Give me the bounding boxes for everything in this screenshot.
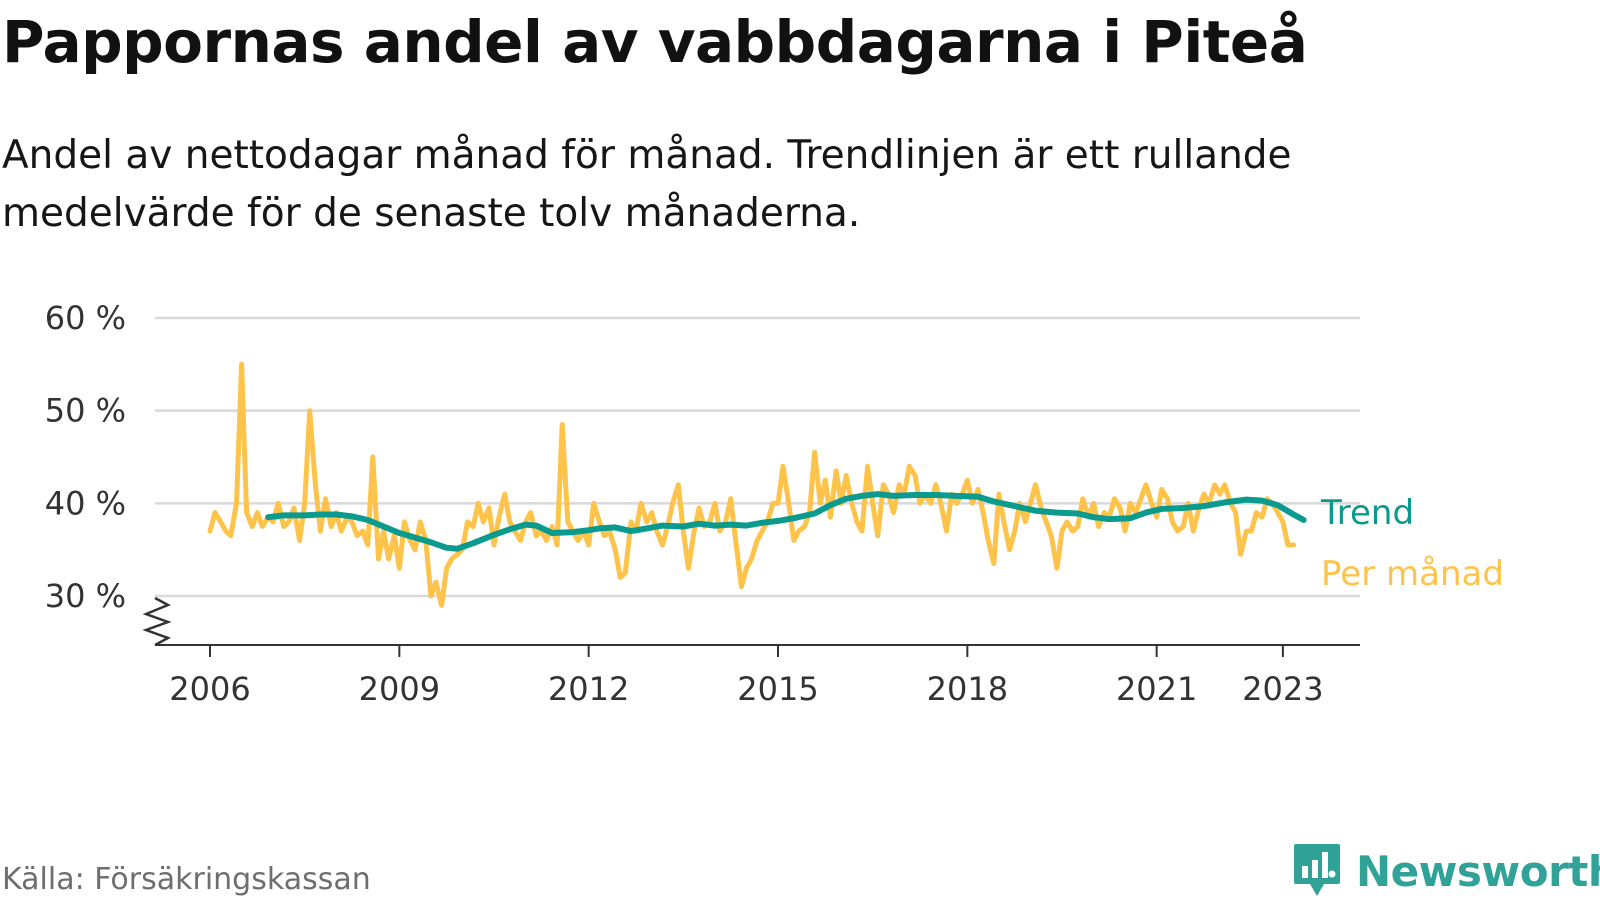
x-tick-label-2009: 2009 [359,670,440,708]
x-tick-label-2023: 2023 [1242,670,1323,708]
x-tick-label-2018: 2018 [927,670,1008,708]
y-axis-break-icon [142,596,172,647]
y-tick-label-40: 40 % [45,484,126,522]
series-line-trend [265,491,1307,552]
y-tick-label-60: 60 % [45,299,126,337]
series-line-per-m-nad [207,361,1297,608]
x-tick-label-2021: 2021 [1116,670,1197,708]
chart-subtitle: Andel av nettodagar månad för månad. Tre… [2,133,1292,236]
gridlines [155,316,1360,598]
source-note: Källa: Försäkringskassan [2,862,371,897]
series-lines [207,361,1307,608]
y-tick-label-30: 30 % [45,577,126,615]
y-axis-labels: 30 % 40 % 50 % 60 % [45,299,126,615]
legend-label-trend: Trend [1320,493,1414,533]
y-tick-label-50: 50 % [45,392,126,430]
x-tick-label-2012: 2012 [548,670,629,708]
x-axis-ticks: 2006 2009 2012 2015 2018 2021 2023 [169,645,1324,708]
x-tick-label-2015: 2015 [737,670,818,708]
x-tick-label-2006: 2006 [169,670,250,708]
chart-title: Pappornas andel av vabbdagarna i Piteå [2,8,1308,76]
brand-name: Newsworthy [1356,846,1600,896]
direct-labels: Per månad Trend [1320,493,1504,594]
newsworthy-logo-icon [1294,844,1340,896]
legend-label-per-m-nad: Per månad [1321,554,1504,594]
newsworthy-logo: Newsworthy [1292,842,1600,900]
axis-break-zigzag [142,596,172,647]
